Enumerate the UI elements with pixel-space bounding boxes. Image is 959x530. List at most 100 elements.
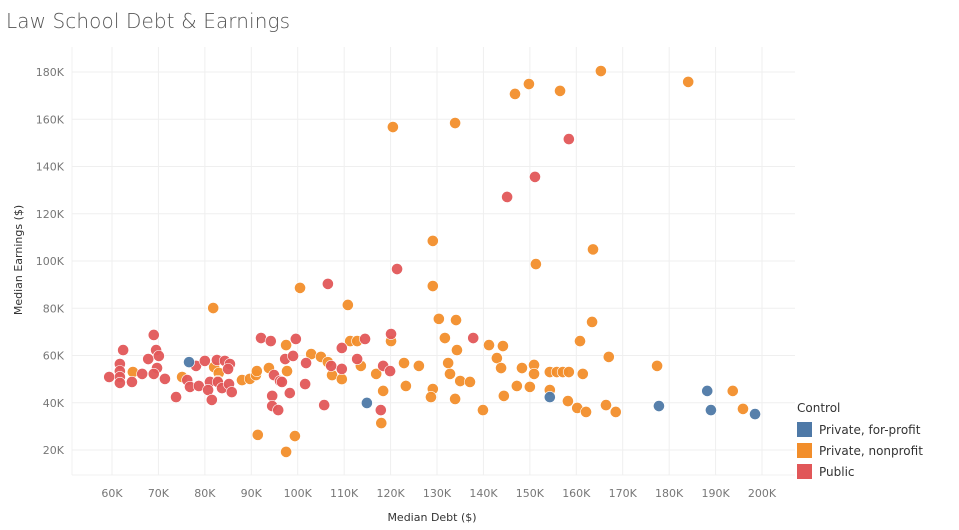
data-point-public[interactable] xyxy=(202,384,215,396)
data-point-public[interactable] xyxy=(529,170,541,183)
data-point-public[interactable] xyxy=(318,399,331,412)
data-point-public[interactable] xyxy=(136,368,149,380)
data-point-public[interactable] xyxy=(266,389,279,402)
data-point-public[interactable] xyxy=(152,350,165,362)
data-point-private-nonprofit[interactable] xyxy=(497,389,510,402)
data-point-private-nonprofit[interactable] xyxy=(737,402,749,415)
data-point-public[interactable] xyxy=(222,363,234,375)
data-point-private-nonprofit[interactable] xyxy=(510,380,523,392)
data-point-private-for-profit[interactable] xyxy=(653,400,665,412)
data-point-public[interactable] xyxy=(159,372,171,385)
data-point-private-nonprofit[interactable] xyxy=(294,282,306,294)
data-point-private-nonprofit[interactable] xyxy=(426,235,439,247)
data-point-private-nonprofit[interactable] xyxy=(439,332,451,344)
data-point-private-nonprofit[interactable] xyxy=(432,312,445,325)
data-point-public[interactable] xyxy=(283,387,296,399)
data-point-private-nonprofit[interactable] xyxy=(483,339,495,352)
data-point-private-nonprofit[interactable] xyxy=(602,351,615,363)
data-point-private-nonprofit[interactable] xyxy=(554,85,566,97)
data-point-private-nonprofit[interactable] xyxy=(651,359,663,372)
data-point-private-for-profit[interactable] xyxy=(749,408,761,420)
data-point-private-nonprofit[interactable] xyxy=(398,357,410,369)
data-point-public[interactable] xyxy=(289,333,302,345)
data-point-private-nonprofit[interactable] xyxy=(726,385,739,397)
data-point-private-nonprofit[interactable] xyxy=(523,381,536,393)
data-point-private-nonprofit[interactable] xyxy=(387,121,399,133)
data-point-private-nonprofit[interactable] xyxy=(576,368,589,380)
data-point-public[interactable] xyxy=(225,386,238,399)
data-point-private-nonprofit[interactable] xyxy=(400,380,412,392)
data-point-private-nonprofit[interactable] xyxy=(509,88,521,100)
data-point-private-nonprofit[interactable] xyxy=(449,117,462,129)
data-point-private-nonprofit[interactable] xyxy=(587,243,599,256)
legend-item-private-for-profit[interactable]: Private, for-profit xyxy=(797,419,923,440)
legend-item-private-nonprofit[interactable]: Private, nonprofit xyxy=(797,440,923,461)
data-point-public[interactable] xyxy=(103,371,116,383)
data-point-public[interactable] xyxy=(374,404,387,416)
data-point-private-nonprofit[interactable] xyxy=(586,316,598,328)
legend-item-public[interactable]: Public xyxy=(797,461,923,482)
data-point-private-nonprofit[interactable] xyxy=(280,339,293,352)
data-point-public[interactable] xyxy=(198,355,211,367)
data-point-private-nonprofit[interactable] xyxy=(413,359,425,372)
data-point-private-nonprofit[interactable] xyxy=(426,280,439,292)
data-point-public[interactable] xyxy=(147,329,160,341)
data-point-private-nonprofit[interactable] xyxy=(562,395,574,407)
data-point-private-nonprofit[interactable] xyxy=(449,393,462,405)
data-point-private-nonprofit[interactable] xyxy=(477,404,489,416)
data-point-public[interactable] xyxy=(170,391,182,403)
data-point-private-nonprofit[interactable] xyxy=(495,362,507,374)
data-point-public[interactable] xyxy=(321,278,334,290)
data-point-private-nonprofit[interactable] xyxy=(207,302,220,314)
data-point-private-for-profit[interactable] xyxy=(543,391,556,403)
data-point-public[interactable] xyxy=(147,368,160,380)
data-point-private-nonprofit[interactable] xyxy=(491,352,503,364)
data-point-public[interactable] xyxy=(385,328,397,340)
data-point-private-nonprofit[interactable] xyxy=(451,344,463,356)
data-point-public[interactable] xyxy=(391,263,403,275)
data-point-public[interactable] xyxy=(142,353,155,365)
data-point-private-nonprofit[interactable] xyxy=(454,375,467,387)
data-point-private-nonprofit[interactable] xyxy=(251,428,264,441)
data-point-public[interactable] xyxy=(562,133,575,145)
data-point-public[interactable] xyxy=(272,404,285,416)
data-point-private-nonprofit[interactable] xyxy=(341,299,354,311)
data-point-private-nonprofit[interactable] xyxy=(530,258,542,270)
data-point-private-nonprofit[interactable] xyxy=(609,406,622,418)
data-point-private-nonprofit[interactable] xyxy=(444,368,456,380)
data-point-public[interactable] xyxy=(205,394,218,406)
data-point-private-nonprofit[interactable] xyxy=(370,368,383,380)
data-point-private-nonprofit[interactable] xyxy=(528,368,540,380)
data-point-private-nonprofit[interactable] xyxy=(450,314,462,326)
data-point-private-nonprofit[interactable] xyxy=(375,417,388,429)
data-point-private-nonprofit[interactable] xyxy=(280,445,293,458)
data-point-public[interactable] xyxy=(299,378,312,390)
data-point-public[interactable] xyxy=(300,357,312,369)
data-point-private-nonprofit[interactable] xyxy=(580,406,592,418)
data-point-private-for-profit[interactable] xyxy=(183,356,195,369)
data-point-public[interactable] xyxy=(287,350,299,362)
data-point-private-nonprofit[interactable] xyxy=(377,385,390,397)
data-point-public[interactable] xyxy=(325,359,338,372)
data-point-public[interactable] xyxy=(501,191,514,203)
data-point-private-nonprofit[interactable] xyxy=(682,76,695,88)
data-point-public[interactable] xyxy=(351,353,364,365)
data-point-private-nonprofit[interactable] xyxy=(281,365,293,377)
data-point-private-nonprofit[interactable] xyxy=(600,399,612,412)
data-point-private-for-profit[interactable] xyxy=(361,397,373,409)
data-point-private-for-profit[interactable] xyxy=(701,385,714,397)
data-point-private-nonprofit[interactable] xyxy=(335,373,348,386)
data-point-private-nonprofit[interactable] xyxy=(562,366,575,378)
data-point-public[interactable] xyxy=(126,376,138,388)
data-point-public[interactable] xyxy=(264,335,277,347)
data-point-public[interactable] xyxy=(113,377,126,389)
data-point-public[interactable] xyxy=(117,344,130,356)
data-point-private-nonprofit[interactable] xyxy=(464,376,476,388)
data-point-private-nonprofit[interactable] xyxy=(425,391,437,403)
data-point-private-nonprofit[interactable] xyxy=(574,335,586,347)
data-point-public[interactable] xyxy=(467,332,480,344)
data-point-private-nonprofit[interactable] xyxy=(516,362,528,374)
data-point-private-nonprofit[interactable] xyxy=(289,430,301,442)
data-point-private-nonprofit[interactable] xyxy=(595,65,607,77)
data-point-public[interactable] xyxy=(359,333,371,345)
